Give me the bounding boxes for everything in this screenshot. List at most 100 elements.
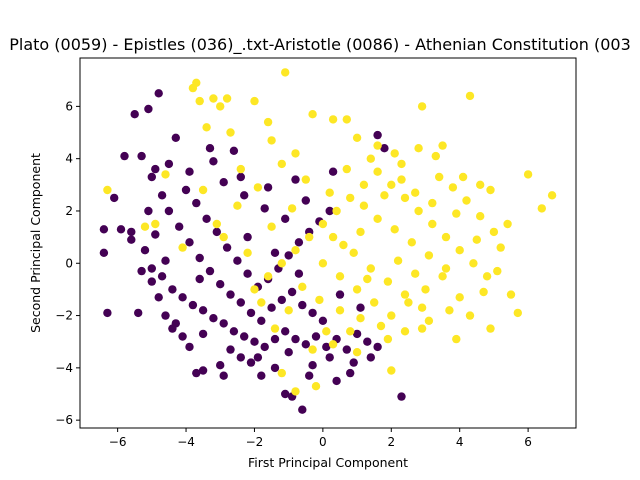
data-point: [373, 342, 382, 352]
data-point: [346, 368, 355, 378]
data-point: [222, 243, 232, 252]
data-point: [202, 123, 211, 132]
data-point: [346, 193, 355, 203]
data-point: [387, 311, 396, 320]
data-point: [301, 340, 310, 349]
data-point: [308, 110, 317, 119]
data-point: [291, 334, 300, 344]
data-point: [257, 298, 266, 307]
data-point: [270, 324, 280, 333]
data-point: [352, 133, 362, 142]
data-point: [263, 272, 273, 281]
data-point: [325, 188, 334, 197]
data-point: [243, 232, 252, 242]
y-axis-ticks: −6 −4 −2 0 2 4 6: [55, 99, 80, 427]
data-point: [462, 196, 471, 205]
data-point: [404, 298, 413, 307]
data-point: [294, 269, 304, 278]
data-point: [284, 251, 293, 260]
data-point: [315, 295, 324, 305]
data-point: [175, 222, 184, 231]
data-point: [363, 337, 372, 346]
data-point: [198, 185, 208, 195]
data-point: [277, 259, 286, 268]
series-1: [103, 68, 557, 396]
plot-frame: [79, 57, 577, 429]
data-point: [137, 151, 146, 161]
data-point: [465, 91, 475, 101]
data-point: [318, 219, 328, 229]
data-point: [393, 256, 403, 265]
data-point: [243, 248, 252, 257]
data-point: [318, 259, 328, 268]
data-point: [452, 334, 461, 344]
data-point: [243, 269, 252, 278]
data-point: [134, 308, 143, 318]
data-point: [493, 266, 502, 276]
data-point: [147, 172, 156, 182]
data-point: [195, 253, 204, 263]
data-point: [270, 363, 280, 373]
data-point: [161, 256, 170, 265]
data-point: [486, 324, 495, 333]
points-layer: [99, 68, 557, 414]
data-point: [222, 94, 232, 103]
data-point: [363, 274, 372, 284]
data-point: [455, 246, 464, 255]
data-point: [435, 172, 444, 182]
x-tick-label: −2: [246, 435, 264, 449]
data-point: [151, 230, 160, 239]
data-point: [99, 248, 109, 257]
data-point: [335, 306, 345, 315]
data-point: [380, 191, 389, 200]
data-point: [383, 334, 393, 344]
data-point: [352, 329, 362, 339]
data-point: [503, 219, 512, 229]
data-point: [417, 303, 427, 312]
data-point: [198, 329, 208, 339]
data-point: [257, 316, 266, 325]
data-point: [325, 353, 334, 362]
data-point: [216, 280, 225, 289]
data-point: [417, 324, 427, 333]
data-point: [240, 332, 249, 341]
data-point: [342, 345, 351, 354]
data-point: [452, 209, 461, 218]
data-point: [164, 159, 174, 169]
data-point: [428, 219, 437, 229]
data-point: [195, 96, 204, 106]
data-point: [400, 290, 410, 299]
data-point: [253, 183, 263, 192]
data-point: [390, 149, 399, 158]
data-point: [171, 133, 180, 142]
data-point: [185, 342, 194, 352]
data-point: [537, 204, 546, 213]
y-axis-label: Second Principal Component: [28, 153, 43, 333]
data-point: [284, 348, 293, 357]
data-point: [168, 285, 177, 294]
data-point: [305, 232, 314, 242]
data-point: [209, 157, 218, 166]
data-point: [277, 159, 286, 169]
data-point: [455, 293, 464, 302]
data-point: [233, 256, 242, 265]
data-point: [513, 308, 522, 318]
data-point: [469, 259, 478, 268]
data-point: [99, 225, 109, 234]
data-point: [110, 193, 119, 203]
data-point: [281, 68, 290, 77]
y-tick-label: 6: [65, 99, 73, 113]
data-point: [250, 96, 259, 106]
data-point: [195, 274, 204, 284]
data-point: [178, 332, 187, 341]
x-tick-label: −4: [177, 435, 195, 449]
data-point: [342, 115, 351, 124]
data-point: [147, 277, 156, 286]
data-point: [373, 130, 382, 140]
data-point: [305, 371, 314, 380]
data-point: [424, 316, 434, 325]
data-point: [185, 167, 194, 176]
y-tick-label: −4: [55, 361, 73, 375]
data-point: [373, 141, 382, 150]
data-point: [411, 269, 420, 278]
